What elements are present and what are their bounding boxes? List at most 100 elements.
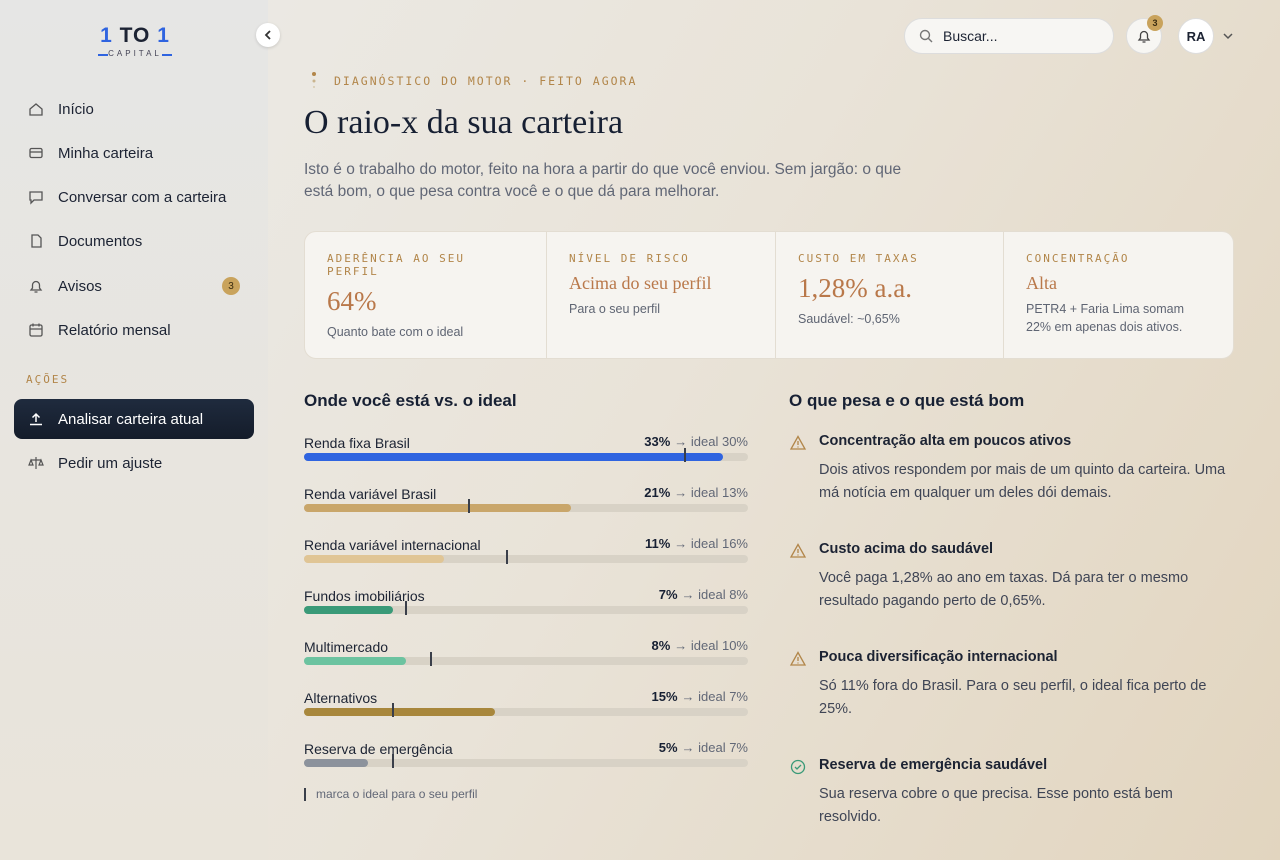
- logo-part: 1: [100, 24, 113, 47]
- allocation-row: Renda variável Brasil 21% → ideal 13%: [304, 485, 748, 526]
- action-item[interactable]: Analisar carteira atual: [14, 399, 254, 439]
- allocation-row: Alternativos 15% → ideal 7%: [304, 689, 748, 730]
- action-item[interactable]: Pedir um ajuste: [14, 443, 254, 483]
- bar: [304, 606, 393, 614]
- page-title: O raio-x da sua carteira: [304, 104, 624, 141]
- finding-text: Dois ativos respondem por mais de um qui…: [819, 462, 1226, 501]
- metric-value: 1,28% a.a.: [798, 273, 912, 303]
- nav-item[interactable]: Avisos 3: [14, 266, 254, 306]
- nav-item[interactable]: Conversar com a carteira: [14, 177, 254, 217]
- ideal-marker: [684, 448, 687, 462]
- ideal-marker: [430, 652, 432, 666]
- row-ideal: → ideal 13%: [674, 485, 748, 500]
- row-percent: 15% → ideal 7%: [651, 689, 748, 704]
- allocation-row: Fundos imobiliários 7% → ideal 8%: [304, 587, 748, 628]
- finding-text: Sua reserva cobre o que precisa. Esse po…: [819, 786, 1173, 825]
- row-name: Renda fixa Brasil: [304, 435, 410, 451]
- description: Isto é o trabalho do motor, feito na hor…: [304, 161, 902, 200]
- bar: [304, 453, 724, 461]
- metric-note: Para o seu perfil: [569, 302, 661, 316]
- logo[interactable]: 1 TO 1 CAPITAL: [98, 24, 172, 58]
- metric-label: CUSTO EM TAXAS: [798, 252, 919, 265]
- metric-label: NÍVEL DE RISCO: [569, 252, 690, 265]
- row-percent: 5% → ideal 7%: [659, 740, 748, 755]
- metric-card: ADERÊNCIA AO SEU PERFIL 64% Quanto bate co…: [305, 232, 547, 358]
- row-percent: 11% → ideal 16%: [645, 536, 748, 551]
- metric-label: ADERÊNCIA AO SEU PERFIL: [327, 252, 465, 278]
- row-ideal: → ideal 30%: [674, 434, 748, 449]
- allocation-row: Reserva de emergência 5% → ideal 7%: [304, 740, 748, 781]
- avatar-initials: RA: [1186, 28, 1206, 44]
- nav-label: Início: [58, 100, 94, 118]
- row-ideal: → ideal 16%: [674, 536, 748, 551]
- action-label: Pedir um ajuste: [58, 454, 163, 472]
- row-name: Multimercado: [304, 639, 389, 655]
- ideal-marker: [391, 703, 394, 717]
- avatar-menu[interactable]: [1222, 31, 1234, 41]
- allocation-row: Renda variável internacional 11% → ideal 1…: [304, 536, 748, 577]
- nav-item[interactable]: Minha carteira: [14, 133, 254, 173]
- nav-badge: 3: [222, 277, 240, 295]
- bar: [304, 504, 571, 512]
- row-ideal: → ideal 8%: [681, 587, 748, 602]
- row-value: 15%: [651, 689, 678, 704]
- row-value: 33%: [644, 434, 671, 449]
- nav-item[interactable]: Início: [14, 89, 254, 129]
- avatar[interactable]: RA: [1178, 18, 1214, 54]
- eyebrow-dots: [312, 72, 316, 88]
- bar-track: [304, 754, 748, 768]
- row-ideal: → ideal 7%: [681, 740, 748, 755]
- search[interactable]: Buscar...: [904, 18, 1114, 54]
- bar: [304, 657, 406, 665]
- section-label: AÇÕES: [26, 373, 70, 386]
- eyebrow: DIAGNÓSTICO DO MOTOR · FEITO AGORA: [334, 74, 638, 88]
- allocation-legend: marca o ideal para o seu perfil: [304, 788, 477, 801]
- logo-sub: CAPITAL: [98, 49, 172, 58]
- row-percent: 7% → ideal 8%: [659, 587, 748, 602]
- row-percent: 21% → ideal 13%: [644, 485, 748, 500]
- nav-label: Conversar com a carteira: [58, 188, 227, 206]
- bar-track: [304, 703, 748, 717]
- metric-card: CONCENTRAÇÃO Alta PETR4 + Faria Lima somam…: [1004, 232, 1233, 358]
- allocation-title: Onde você está vs. o ideal: [304, 391, 517, 410]
- metric-note: PETR4 + Faria Lima somam 22% em apenas d…: [1026, 302, 1185, 334]
- bar: [304, 555, 444, 563]
- finding-title: Custo acima do saudável: [819, 541, 994, 557]
- row-name: Alternativos: [304, 690, 378, 706]
- row-ideal: → ideal 7%: [681, 689, 748, 704]
- sidebar: 1 TO 1 CAPITAL Início Minha carteira Conve…: [0, 0, 280, 860]
- ideal-marker: [468, 499, 471, 513]
- finding-text: Só 11% fora do Brasil. Para o seu perfil…: [819, 678, 1207, 717]
- ideal-marker: [404, 601, 407, 615]
- metric-card: NÍVEL DE RISCO Acima do seu perfil Para o …: [547, 232, 776, 358]
- row-value: 8%: [651, 638, 671, 653]
- row-percent: 8% → ideal 10%: [651, 638, 748, 653]
- metric-card: CUSTO EM TAXAS 1,28% a.a. Saudável: ~0,65%: [776, 232, 1004, 358]
- search-placeholder: Buscar...: [943, 28, 998, 44]
- search-icon: [919, 29, 933, 43]
- notification-badge: 3: [1147, 15, 1163, 31]
- nav-item[interactable]: Documentos: [14, 221, 254, 261]
- bar-track: [304, 448, 748, 462]
- notifications[interactable]: 3: [1126, 15, 1163, 54]
- nav-label: Documentos: [58, 232, 143, 250]
- findings-title: O que pesa e o que está bom: [789, 391, 1025, 410]
- bar-track: [304, 601, 748, 615]
- row-value: 7%: [658, 587, 678, 602]
- finding-title: Concentração alta em poucos ativos: [819, 433, 1072, 449]
- nav-item[interactable]: Relatório mensal: [14, 310, 254, 350]
- nav-label: Relatório mensal: [58, 321, 171, 339]
- allocation-row: Multimercado 8% → ideal 10%: [304, 638, 748, 679]
- row-percent: 33% → ideal 30%: [644, 434, 748, 449]
- finding-text: Você paga 1,28% ao ano em taxas. Dá para…: [819, 570, 1189, 609]
- row-value: 5%: [658, 740, 678, 755]
- collapse-button[interactable]: [256, 23, 280, 47]
- bar-track: [304, 499, 748, 513]
- row-name: Renda variável Brasil: [304, 486, 437, 502]
- nav-label: Avisos: [58, 277, 102, 295]
- metric-note: Quanto bate com o ideal: [327, 325, 464, 339]
- row-ideal: → ideal 10%: [674, 638, 748, 653]
- row-value: 21%: [644, 485, 671, 500]
- row-value: 11%: [644, 536, 671, 551]
- metric-value: 64%: [327, 286, 377, 316]
